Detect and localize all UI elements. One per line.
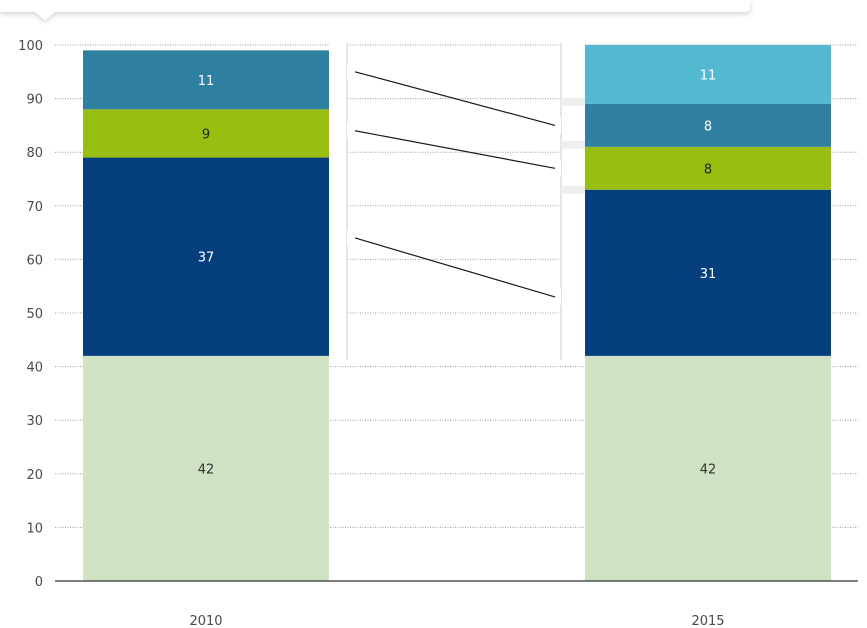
break-notch [347,121,353,140]
data-label: 8 [704,119,712,134]
y-tick-label: 0 [35,575,43,590]
y-tick-label: 20 [26,468,43,483]
break-step [561,97,585,106]
bar-segment [585,189,831,356]
y-tick-label: 50 [26,307,43,322]
x-tick-label: 2015 [691,614,724,628]
bar-segment [585,355,831,581]
bar-segment [83,157,329,356]
connector-line [354,130,556,169]
x-tick-label: 2010 [189,614,222,628]
bar-segment [83,109,329,158]
data-label: 37 [198,251,215,266]
y-tick-label: 10 [26,521,43,536]
axis-break-panels [329,43,585,360]
bar-segment [585,45,831,104]
break-notch [555,159,561,178]
data-label: 9 [202,127,210,142]
data-label: 8 [704,162,712,177]
y-tick-label: 90 [26,93,43,108]
y-tick-label: 40 [26,361,43,376]
data-label: 11 [700,68,717,83]
break-notch [555,287,561,306]
bars: 42 37 9 11 42 31 8 8 11 [83,45,831,581]
connector-line [354,71,556,126]
bar-segment [585,146,831,190]
bar-segment [585,103,831,147]
data-label: 11 [198,74,215,89]
break-panel [561,43,585,360]
y-tick-label: 70 [26,200,43,215]
header-banner [0,0,750,20]
bar-segment [83,355,329,581]
break-step [561,185,585,194]
break-notch [555,116,561,135]
break-notch [347,62,353,81]
data-label: 31 [700,267,717,282]
break-panel [329,43,347,360]
y-tick-label: 100 [18,39,43,54]
bar-segment [83,50,329,110]
y-tick-label: 80 [26,146,43,161]
connector-lines [354,71,556,298]
data-label: 42 [198,462,215,477]
connector-line [354,237,556,298]
data-label: 42 [700,462,717,477]
y-tick-label: 30 [26,414,43,429]
axes: 0 10 20 30 40 50 60 70 80 90 100 2010 2015 [18,39,858,628]
break-step [561,140,585,149]
y-tick-label: 60 [26,253,43,268]
break-notch [347,228,353,247]
